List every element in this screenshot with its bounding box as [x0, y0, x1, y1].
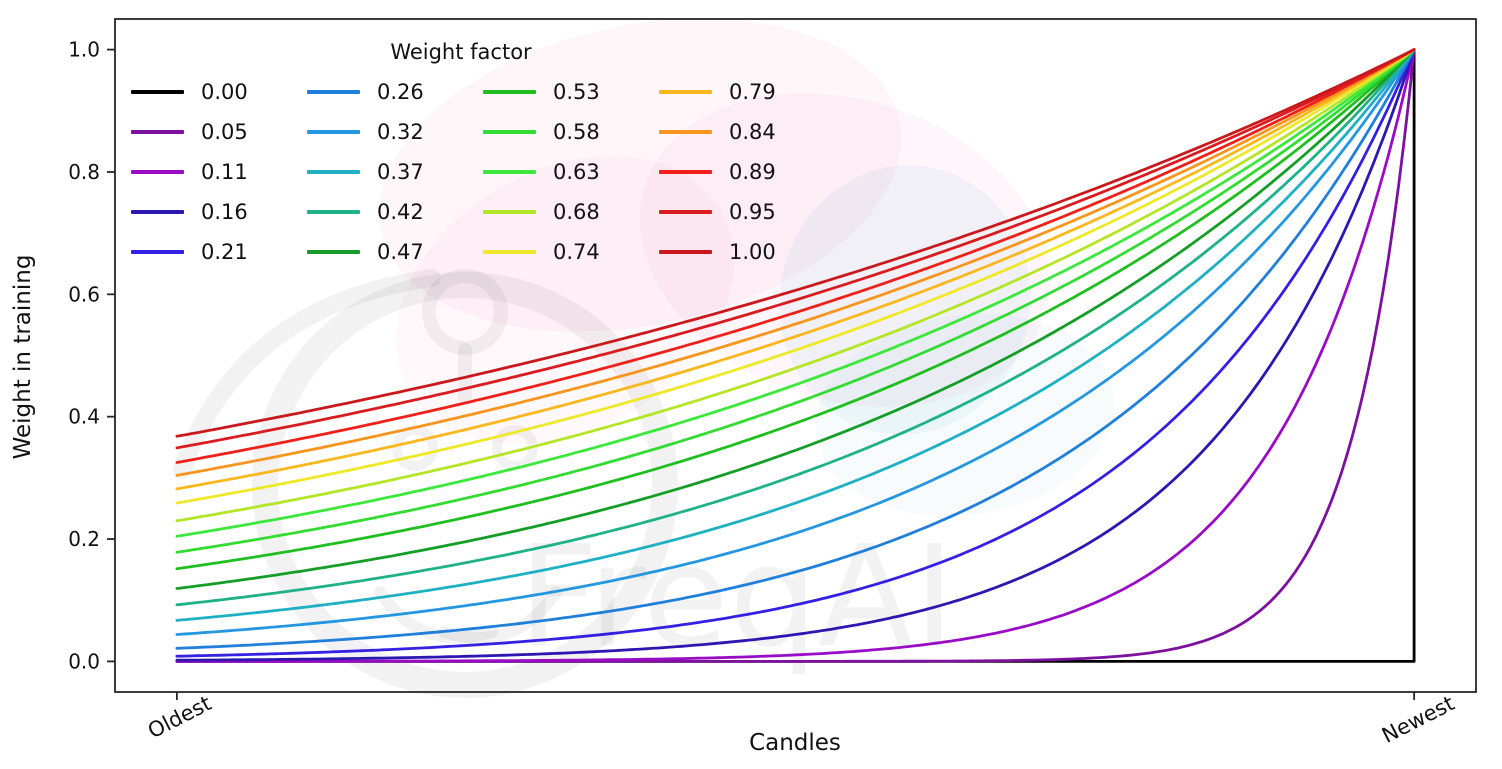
series-line-0.95: [175, 48, 1416, 450]
legend-swatch: [483, 90, 536, 94]
legend: 0.00 0.05 0.11 0.16 0.21 0.26 0.32 0.37 0.42 0.47…: [131, 72, 835, 272]
legend-entry: 0.53: [483, 72, 659, 112]
legend-label: 0.84: [729, 119, 776, 144]
series-line-0.32: [175, 48, 1416, 636]
series-line-0.37: [175, 48, 1416, 622]
legend-label: 0.26: [377, 79, 424, 104]
legend-label: 0.11: [201, 159, 248, 184]
legend-label: 0.63: [553, 159, 600, 184]
legend-swatch: [483, 130, 536, 134]
y-tick-label: 0.6: [68, 282, 100, 306]
series-line-0.63: [175, 48, 1416, 538]
legend-entry: 0.63: [483, 152, 659, 192]
legend-swatch: [307, 170, 360, 174]
legend-entry: 1.00: [659, 232, 835, 272]
y-tick-label: 0.2: [68, 527, 100, 551]
legend-swatch: [659, 90, 712, 94]
legend-entry: 0.37: [307, 152, 483, 192]
legend-label: 0.16: [201, 199, 248, 224]
legend-swatch: [307, 210, 360, 214]
legend-entry: 0.68: [483, 192, 659, 232]
legend-swatch: [659, 170, 712, 174]
x-tick-label: Newest: [1378, 691, 1458, 748]
series-line-0.84: [175, 48, 1416, 477]
legend-swatch: [307, 250, 360, 254]
series-line-0.58: [175, 48, 1416, 554]
legend-entry: 0.79: [659, 72, 835, 112]
y-tick-label: 0.0: [68, 649, 100, 673]
legend-label: 0.47: [377, 239, 424, 264]
legend-label: 0.32: [377, 119, 424, 144]
legend-swatch: [131, 250, 184, 254]
series-line-0.42: [175, 48, 1416, 607]
legend-entry: 0.42: [307, 192, 483, 232]
legend-label: 0.95: [729, 199, 776, 224]
legend-label: 0.68: [553, 199, 600, 224]
legend-swatch: [131, 210, 184, 214]
legend-title: Weight factor: [390, 40, 532, 64]
legend-entry: 0.00: [131, 72, 307, 112]
legend-swatch: [307, 130, 360, 134]
legend-entry: 0.89: [659, 152, 835, 192]
legend-swatch: [131, 90, 184, 94]
legend-entry: 0.47: [307, 232, 483, 272]
legend-label: 1.00: [729, 239, 776, 264]
legend-entry: 0.95: [659, 192, 835, 232]
legend-label: 0.79: [729, 79, 776, 104]
x-axis-label: Candles: [749, 730, 841, 756]
y-axis-label: Weight in training: [10, 255, 36, 460]
legend-label: 0.42: [377, 199, 424, 224]
legend-label: 0.74: [553, 239, 600, 264]
legend-swatch: [483, 210, 536, 214]
legend-entry: 0.32: [307, 112, 483, 152]
legend-label: 0.53: [553, 79, 600, 104]
y-tick-label: 0.4: [68, 405, 100, 429]
freqtrade-logo-ghost: [173, 269, 678, 698]
series-line-0.74: [175, 48, 1416, 505]
legend-entry: 0.74: [483, 232, 659, 272]
legend-entry: 0.21: [131, 232, 307, 272]
legend-label: 0.58: [553, 119, 600, 144]
legend-entry: 0.84: [659, 112, 835, 152]
series-line-0.21: [175, 48, 1416, 658]
legend-swatch: [131, 130, 184, 134]
legend-entry: 0.58: [483, 112, 659, 152]
legend-swatch: [659, 130, 712, 134]
series-line-0.16: [175, 48, 1416, 662]
legend-entry: 0.26: [307, 72, 483, 112]
series-line-0.11: [175, 48, 1416, 663]
series-line-0.53: [175, 48, 1416, 571]
legend-label: 0.37: [377, 159, 424, 184]
series-line-0.47: [175, 48, 1416, 590]
legend-swatch: [483, 250, 536, 254]
legend-entry: 0.16: [131, 192, 307, 232]
series-line-0.26: [175, 48, 1416, 650]
legend-entry: 0.11: [131, 152, 307, 192]
series-line-0.79: [175, 48, 1416, 491]
series-line-1.00: [175, 48, 1416, 438]
legend-swatch: [307, 90, 360, 94]
legend-entry: 0.05: [131, 112, 307, 152]
plot-frame: [114, 18, 1477, 693]
plot-border: [114, 18, 1477, 693]
legend-swatch: [659, 210, 712, 214]
legend-label: 0.05: [201, 119, 248, 144]
legend-label: 0.21: [201, 239, 248, 264]
curve-lines: [175, 48, 1416, 663]
y-tick-label: 0.8: [68, 160, 100, 184]
legend-swatch: [659, 250, 712, 254]
x-tick-label: Oldest: [144, 691, 215, 743]
series-line-0.68: [175, 48, 1416, 523]
legend-swatch: [483, 170, 536, 174]
y-tick-label: 1.0: [68, 38, 100, 62]
legend-swatch: [131, 170, 184, 174]
legend-label: 0.00: [201, 79, 248, 104]
series-line-0.89: [175, 48, 1416, 464]
legend-label: 0.89: [729, 159, 776, 184]
